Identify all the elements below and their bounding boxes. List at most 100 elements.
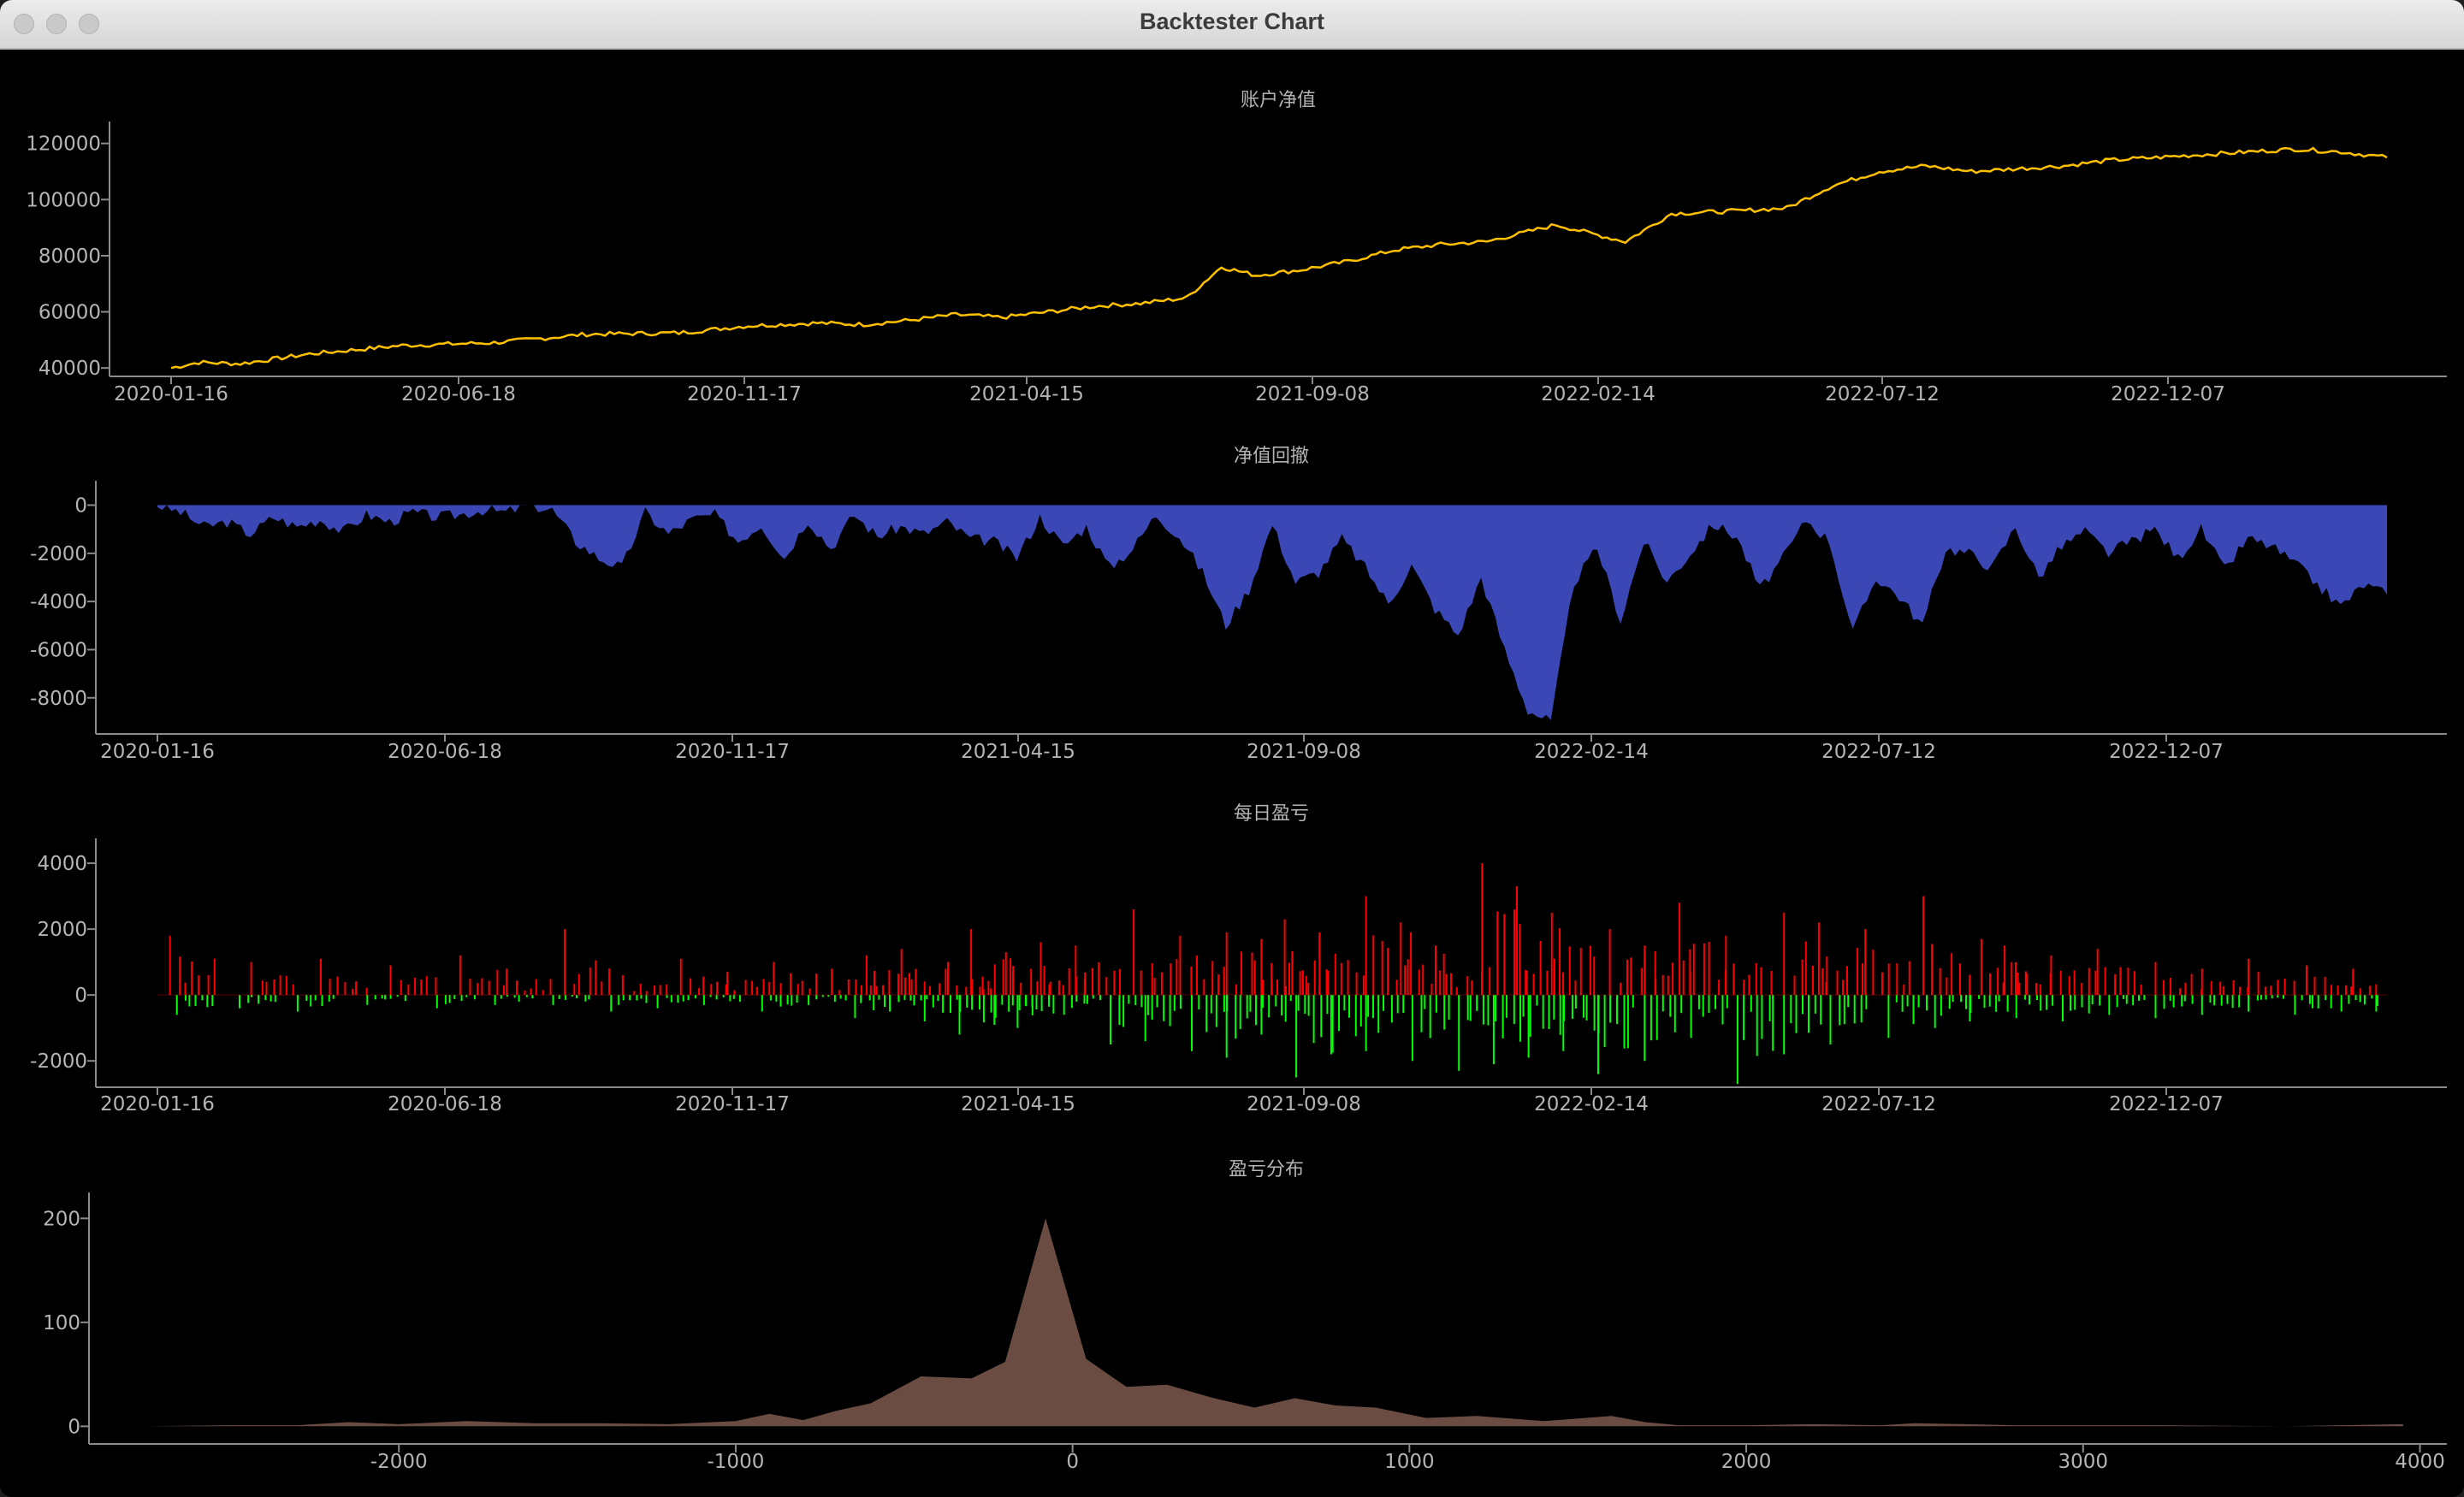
pnl-profit-bar	[1466, 976, 1469, 996]
x-tick-label: 2022-02-14	[1534, 1093, 1649, 1115]
x-tick-label: 2000	[1721, 1451, 1772, 1473]
pnl-loss-bar	[920, 995, 922, 1001]
pnl-profit-bar	[716, 981, 719, 996]
pnl-profit-bar	[2337, 985, 2339, 996]
pnl-profit-bar	[2264, 986, 2266, 996]
pnl-profit-bar	[1179, 935, 1182, 996]
pnl-loss-bar	[1906, 995, 1909, 1007]
pnl-loss-bar	[1048, 995, 1050, 1007]
pnl-loss-bar	[206, 995, 209, 1008]
pnl-loss-bar	[1191, 995, 1193, 1051]
pnl-loss-bar	[1632, 995, 1634, 1008]
pnl-profit-bar	[1092, 967, 1093, 996]
pnl-profit-bar	[2088, 967, 2090, 996]
pnl-profit-bar	[2073, 970, 2076, 996]
y-tick-label: 0	[74, 985, 87, 1007]
pnl-loss-bar	[1367, 995, 1370, 1017]
pnl-profit-bar	[2324, 977, 2326, 996]
pnl-loss-bar	[1118, 995, 1121, 1026]
title-bar[interactable]: Backtester Chart	[0, 0, 2464, 50]
pnl-loss-bar	[956, 995, 958, 1000]
pnl-loss-bar	[1661, 995, 1664, 1012]
pnl-profit-bar	[2352, 968, 2354, 996]
pnl-loss-bar	[1448, 995, 1450, 1020]
pnl-loss-bar	[1377, 995, 1380, 1033]
pnl-profit-bar	[904, 977, 906, 996]
y-tick-label: -2000	[30, 543, 87, 565]
pnl-loss-bar	[1895, 995, 1898, 1003]
pnl-loss-bar	[2108, 995, 2111, 1015]
pnl-loss-bar	[1281, 995, 1283, 1016]
y-tick-label: 2000	[37, 919, 87, 941]
pnl-profit-bar	[2345, 985, 2347, 996]
minimize-window-icon[interactable]	[46, 14, 67, 34]
pnl-profit-bar	[1160, 972, 1163, 996]
chart-panel-1	[101, 121, 2447, 384]
pnl-profit-bar	[945, 968, 947, 996]
pnl-profit-bar	[666, 984, 668, 996]
pnl-profit-bar	[1801, 959, 1804, 996]
balance-series-line	[170, 146, 2388, 370]
pnl-loss-bar	[1593, 995, 1596, 1031]
pnl-loss-bar	[932, 995, 934, 1008]
pnl-loss-bar	[1255, 995, 1257, 1026]
pnl-profit-bar	[2068, 975, 2070, 996]
pnl-loss-bar	[1948, 995, 1951, 1009]
pnl-profit-bar	[1608, 929, 1611, 996]
close-window-icon[interactable]	[14, 14, 34, 34]
pnl-loss-bar	[1326, 995, 1329, 1015]
pnl-profit-bar	[1347, 960, 1349, 996]
pnl-loss-bar	[1458, 995, 1460, 1071]
pnl-loss-bar	[2260, 995, 2262, 1000]
y-tick-label: 60000	[38, 302, 101, 324]
pnl-loss-bar	[175, 995, 178, 1015]
pnl-profit-bar	[2081, 983, 2083, 996]
pnl-loss-bar	[618, 995, 620, 1005]
x-tick-label: 4000	[2395, 1451, 2445, 1473]
pnl-loss-bar	[1571, 995, 1573, 1019]
pnl-loss-bar	[1169, 995, 1171, 1027]
pnl-loss-bar	[1151, 995, 1153, 1020]
pnl-profit-bar	[1997, 967, 1999, 996]
pnl-profit-bar	[184, 982, 187, 996]
pnl-loss-bar	[2143, 995, 2146, 1000]
pnl-profit-bar	[2114, 973, 2117, 996]
pnl-profit-bar	[1903, 984, 1905, 996]
pnl-profit-bar	[2127, 967, 2129, 996]
pnl-profit-bar	[1980, 938, 1982, 996]
pnl-loss-bar	[506, 995, 508, 997]
pnl-profit-bar	[2277, 979, 2279, 996]
pnl-loss-bar	[677, 995, 679, 1003]
pnl-profit-bar	[2154, 962, 2157, 996]
x-tick-label: 2021-04-15	[961, 1093, 1075, 1115]
pnl-loss-bar	[971, 995, 974, 1010]
pnl-profit-bar	[481, 978, 483, 996]
pnl-profit-bar	[329, 979, 331, 996]
pnl-profit-bar	[639, 983, 642, 996]
pnl-profit-bar	[2134, 971, 2135, 996]
pnl-loss-bar	[2283, 995, 2284, 999]
pnl-profit-bar	[414, 977, 417, 996]
pnl-loss-bar	[321, 995, 323, 1007]
pnl-profit-bar	[939, 983, 941, 996]
pnl-loss-bar	[1673, 995, 1676, 1033]
pnl-profit-bar	[1703, 943, 1705, 996]
pnl-loss-bar	[786, 995, 789, 1005]
pnl-loss-bar	[926, 995, 928, 1000]
pnl-profit-bar	[1057, 980, 1060, 996]
pnl-profit-bar	[1030, 968, 1033, 996]
pnl-loss-bar	[636, 995, 638, 1001]
pnl-profit-bar	[1118, 968, 1121, 996]
pnl-loss-bar	[258, 995, 260, 1004]
x-tick-label: 2020-01-16	[114, 383, 228, 405]
pnl-loss-bar	[588, 995, 590, 1000]
pnl-profit-bar	[1404, 965, 1407, 996]
pnl-loss-bar	[1736, 995, 1738, 1085]
pnl-profit-bar	[1217, 974, 1220, 996]
pnl-loss-bar	[1934, 995, 1936, 1028]
pnl-loss-bar	[2154, 995, 2157, 1019]
pnl-profit-bar	[1654, 950, 1656, 996]
pnl-profit-bar	[909, 973, 910, 996]
pnl-profit-bar	[1489, 967, 1491, 996]
zoom-window-icon[interactable]	[79, 14, 99, 34]
